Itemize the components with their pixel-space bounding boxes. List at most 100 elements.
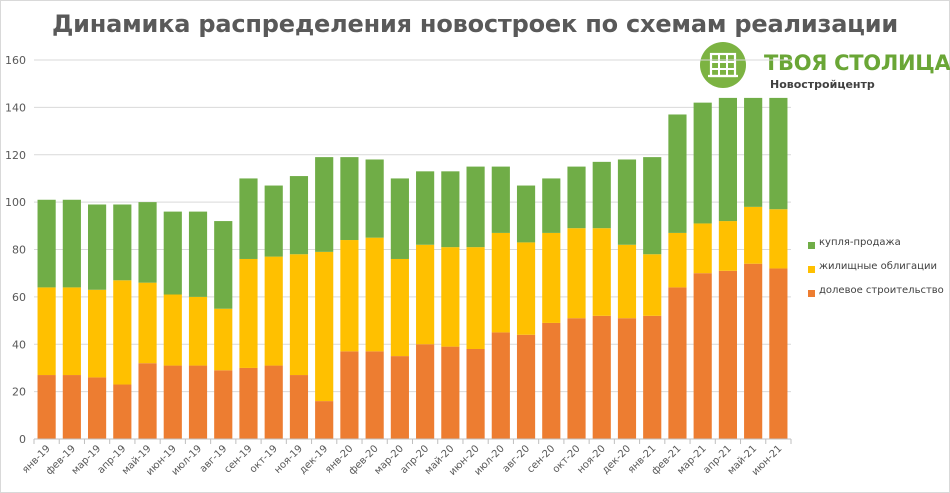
y-tick-label: 60 [12,291,26,304]
legend-swatch [808,266,815,273]
bar-segment-dolevoe [617,318,637,439]
bar-segment-kuplya [37,199,56,288]
bar-segment-dolevoe [592,315,611,439]
bar-segment-kuplya [188,211,208,297]
bar-segment-obligacii [567,228,586,319]
logo-subtitle: Новостройцентр [770,78,875,91]
bar-segment-dolevoe [87,377,107,439]
bar-segment-obligacii [668,232,687,288]
bar-segment-obligacii [365,237,384,352]
bar-segment-kuplya [113,204,132,281]
bar-segment-obligacii [37,287,56,376]
logo-name: ТВОЯ СТОЛИЦА® [764,51,950,75]
bar-segment-obligacii [516,242,536,335]
bar-segment-kuplya [163,211,182,295]
bar-segment-obligacii [466,247,485,349]
bar-segment-kuplya [491,166,510,233]
bar-segment-dolevoe [163,365,182,439]
bar-segment-obligacii [617,244,637,319]
bar-segment-kuplya [718,97,738,222]
bar-segment-obligacii [113,280,132,385]
bar-segment-obligacii [390,258,409,357]
bar-segment-kuplya [643,157,662,255]
bar-segment-dolevoe [693,273,712,439]
bar-segment-kuplya [466,166,485,248]
bar-segment-obligacii [289,254,309,376]
bar-segment-dolevoe [113,384,132,439]
bar-segment-kuplya [365,159,384,238]
bar-segment-dolevoe [441,346,460,439]
bar-segment-obligacii [592,228,611,316]
bar-segment-kuplya [138,202,157,283]
bar-segment-dolevoe [516,334,536,439]
bar-segment-dolevoe [138,363,157,439]
bar-segment-kuplya [441,171,460,248]
bar-segment-dolevoe [214,370,233,439]
bar-segment-obligacii [138,282,157,364]
y-tick-label: 160 [5,54,26,67]
bar-segment-kuplya [340,157,359,241]
bar-segment-dolevoe [289,375,309,439]
bar-segment-kuplya [214,221,233,309]
bar-segment-obligacii [188,296,208,366]
bar-segment-dolevoe [416,344,435,439]
y-tick-label: 0 [19,433,26,446]
bar-segment-obligacii [239,258,258,368]
building-logo-icon [700,42,746,88]
bar-segment-dolevoe [466,348,485,439]
bar-segment-dolevoe [239,367,258,439]
bar-segment-dolevoe [264,365,283,439]
bar-segment-dolevoe [491,332,510,439]
bar-segment-kuplya [416,171,435,245]
bar-segment-kuplya [62,199,81,288]
bar-segment-obligacii [264,256,283,366]
y-tick-label: 80 [12,244,26,257]
legend-swatch [808,242,815,249]
bar-segment-dolevoe [340,351,359,439]
bar-segment-kuplya [264,185,283,257]
bar-segment-kuplya [567,166,586,229]
legend-swatch [808,290,815,297]
bar-segment-dolevoe [744,263,763,439]
bar-segment-obligacii [718,221,738,271]
y-tick-label: 40 [12,338,26,351]
bar-segment-kuplya [693,102,712,224]
bar-segment-obligacii [87,289,107,378]
bar-segment-obligacii [441,247,460,347]
y-tick-label: 20 [12,386,26,399]
y-tick-label: 120 [5,149,26,162]
bar-segment-dolevoe [390,356,409,439]
bar-segment-obligacii [542,232,561,323]
legend-label: жилищные облигации [819,261,937,272]
bar-segment-obligacii [744,206,763,264]
bar-segment-dolevoe [643,315,662,439]
bar-segment-dolevoe [62,375,81,439]
bar-segment-kuplya [592,161,611,229]
bar-segment-obligacii [340,240,359,352]
bar-segment-kuplya [315,157,334,252]
bar-segment-kuplya [239,178,258,259]
bar-segment-kuplya [617,159,637,245]
y-tick-label: 140 [5,101,26,114]
bar-segment-obligacii [693,223,712,274]
bar-segment-dolevoe [542,322,561,439]
bar-segment-obligacii [163,294,182,366]
chart-title: Динамика распределения новостроек по схе… [51,10,899,38]
bar-segment-kuplya [289,176,309,255]
bar-segment-dolevoe [769,268,788,439]
bar-segment-obligacii [769,209,788,269]
bar-segment-obligacii [62,287,81,376]
bar-segment-kuplya [668,114,687,233]
bar-segment-obligacii [491,232,510,333]
bar-segment-dolevoe [37,375,56,439]
bar-segment-kuplya [744,97,763,207]
bar-segment-kuplya [769,97,788,210]
bar-segment-kuplya [542,178,561,233]
bar-segment-kuplya [390,178,409,259]
y-tick-label: 100 [5,196,26,209]
bar-segment-dolevoe [567,318,586,439]
bar-segment-dolevoe [718,270,738,439]
bar-segment-kuplya [87,204,107,290]
brand-logo: ТВОЯ СТОЛИЦА® Новостройцентр [700,42,950,92]
